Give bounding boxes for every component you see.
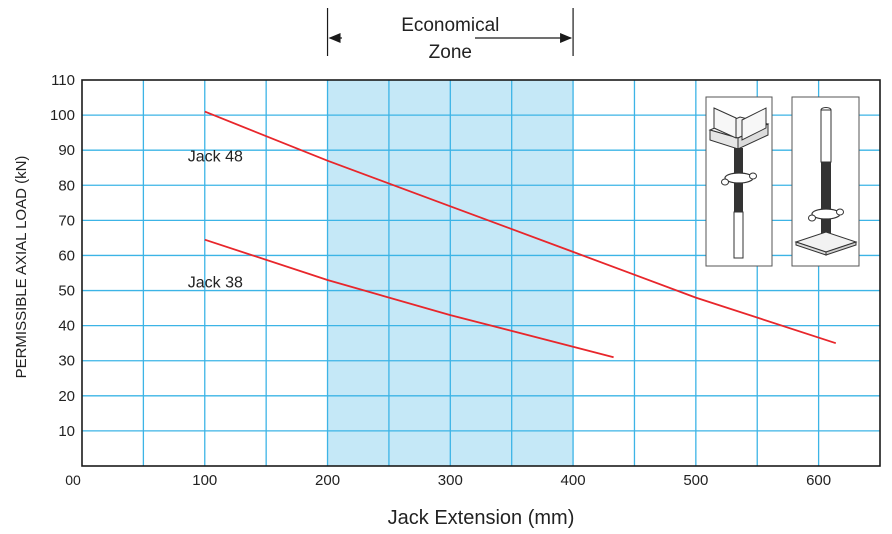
y-tick-label: 80: [58, 177, 75, 194]
x-tick-labels: 100 200 300 400 500 600: [192, 472, 831, 489]
y-tick-label: 90: [58, 142, 75, 159]
x-tick-label: 200: [315, 472, 340, 489]
y-axis-title: PERMISSIBLE AXIAL LOAD (kN): [13, 156, 30, 379]
x-tick-label: 300: [438, 472, 463, 489]
origin-tick-label: 00: [65, 472, 81, 488]
y-tick-label: 60: [58, 247, 75, 264]
y-tick-label: 10: [58, 423, 75, 440]
x-tick-label: 500: [683, 472, 708, 489]
y-tick-label: 50: [58, 283, 75, 300]
x-axis-title: Jack Extension (mm): [388, 507, 575, 529]
y-tick-labels: 10 20 30 40 50 60 70 80 90 100 110: [50, 72, 75, 440]
y-tick-label: 100: [50, 107, 75, 124]
y-tick-label: 70: [58, 212, 75, 229]
series-lines: [204, 110, 837, 359]
series-labels: Jack 48 Jack 38: [188, 149, 243, 292]
zone-arrowhead-right: [560, 33, 573, 43]
x-tick-label: 400: [561, 472, 586, 489]
series-label: Jack 48: [188, 149, 243, 166]
zone-arrowhead-left: [328, 33, 341, 43]
zone-label-line2: Zone: [429, 42, 472, 63]
u-head-jack-illustration: [705, 96, 773, 267]
series-line-2: [204, 238, 614, 359]
y-tick-label: 20: [58, 388, 75, 405]
plot-frame: [81, 79, 881, 467]
y-tick-label: 110: [51, 72, 75, 89]
y-tick-label: 40: [58, 318, 75, 335]
x-tick-label: 600: [806, 472, 831, 489]
series-line-1: [204, 110, 837, 345]
zone-label-line1: Economical: [401, 15, 499, 36]
series-label: Jack 38: [188, 275, 243, 292]
base-jack-illustration: [791, 96, 860, 267]
x-tick-label: 100: [192, 472, 217, 489]
y-tick-label: 30: [58, 353, 75, 370]
